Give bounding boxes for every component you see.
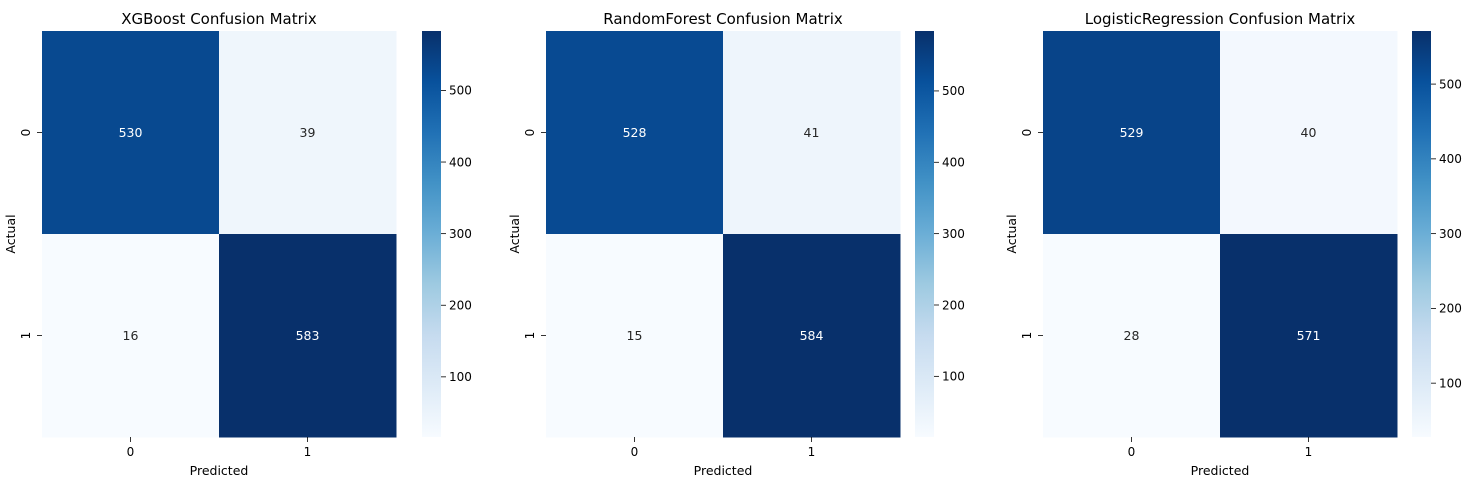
heatmap-cell [219,31,397,235]
heatmap-cell [723,234,901,438]
cell-value-label: 583 [296,328,320,343]
y-tick-label: 0 [1020,129,1034,137]
heatmap-cell [546,234,724,438]
colorbar-tick-label: 200 [942,298,965,312]
chart-title: RandomForest Confusion Matrix [603,10,843,28]
colorbar [915,31,934,437]
heatmap-panel-2: LogisticRegression Confusion Matrix 529 40… [1004,10,1462,478]
colorbar-tick-label: 400 [942,156,965,170]
colorbar-tick-label: 500 [449,84,472,98]
x-axis-label: Predicted [1191,463,1250,478]
colorbar-tick-label: 300 [1439,227,1462,241]
heatmap-cell [546,31,724,235]
heatmap-cell [1043,31,1221,235]
heatmap-cell [42,234,220,438]
colorbar-tick-label: 100 [449,370,472,384]
x-axis-label: Predicted [190,463,249,478]
x-tick-label: 0 [631,445,639,459]
y-tick-label: 1 [1020,332,1034,340]
heatmap-cell [1220,234,1398,438]
cell-value-label: 528 [623,125,647,140]
cell-value-label: 530 [119,125,143,140]
colorbar-tick-label: 200 [449,299,472,313]
heatmap-panel-0: XGBoost Confusion Matrix 530 39 16 583 0 1 0 1 Pr… [3,10,472,478]
colorbar [422,31,441,437]
heatmap-cell [1043,234,1221,438]
heatmap-cell [723,31,901,235]
heatmap-cell [42,31,220,235]
cell-value-label: 39 [300,125,316,140]
y-tick-label: 0 [19,129,33,137]
colorbar-tick-label: 400 [1439,152,1462,166]
y-tick-label: 1 [523,332,537,340]
colorbar-tick-label: 500 [1439,77,1462,91]
chart-title: LogisticRegression Confusion Matrix [1085,10,1356,28]
cell-value-label: 529 [1120,125,1144,140]
x-tick-label: 0 [1128,445,1136,459]
x-axis-label: Predicted [694,463,753,478]
colorbar-tick-label: 500 [942,84,965,98]
y-axis-label: Actual [1004,214,1019,253]
chart-title: XGBoost Confusion Matrix [121,10,317,28]
cell-value-label: 571 [1297,328,1321,343]
colorbar-tick-label: 200 [1439,302,1462,316]
y-axis-label: Actual [3,214,18,253]
colorbar-tick-label: 400 [449,155,472,169]
y-tick-label: 0 [523,129,537,137]
heatmap-panel-1: RandomForest Confusion Matrix 528 41 15 584 0… [507,10,965,478]
colorbar-tick-label: 100 [1439,376,1462,390]
cell-value-label: 15 [627,328,643,343]
heatmap-cell [219,234,397,438]
cell-value-label: 16 [123,328,139,343]
heatmap-cell [1220,31,1398,235]
x-tick-label: 1 [1305,445,1313,459]
cell-value-label: 584 [800,328,824,343]
cell-value-label: 28 [1124,328,1140,343]
colorbar [1412,31,1431,437]
colorbar-tick-label: 300 [449,227,472,241]
x-tick-label: 1 [808,445,816,459]
colorbar-tick-label: 300 [942,227,965,241]
y-tick-label: 1 [19,332,33,340]
x-tick-label: 1 [304,445,312,459]
y-axis-label: Actual [507,214,522,253]
x-tick-label: 0 [127,445,135,459]
cell-value-label: 41 [804,125,820,140]
colorbar-tick-label: 100 [942,370,965,384]
cell-value-label: 40 [1301,125,1317,140]
